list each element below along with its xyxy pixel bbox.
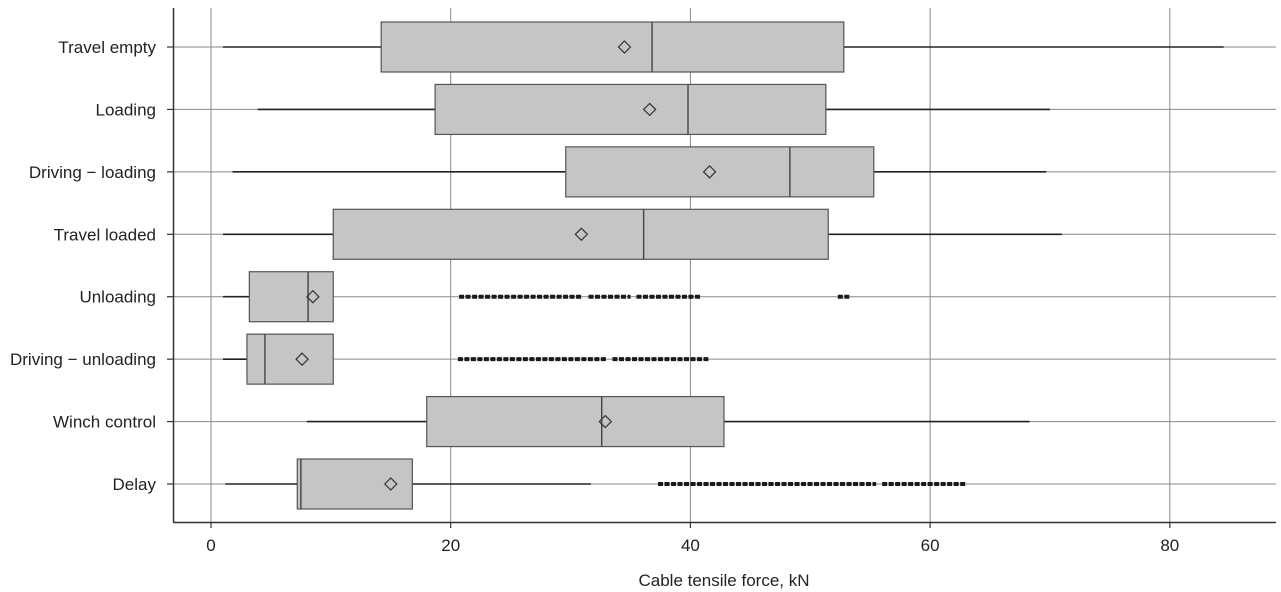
x-tick-label: 0: [206, 536, 215, 555]
iqr-box: [434, 83, 827, 136]
mean-marker: [702, 165, 717, 179]
box-group: [257, 83, 1050, 136]
category-label: Driving − unloading: [10, 350, 156, 369]
iqr-box: [248, 271, 334, 323]
x-tick-label: 20: [441, 536, 460, 555]
box-group: [222, 208, 1062, 260]
iqr-box: [426, 395, 725, 448]
category-label: Loading: [95, 100, 156, 119]
iqr-box: [296, 458, 413, 510]
iqr-box: [380, 21, 845, 73]
iqr-box: [332, 208, 829, 260]
category-label: Travel loaded: [54, 225, 156, 244]
category-labels: Travel empty Loading Driving − loading Trav…: [10, 38, 173, 494]
mean-marker: [617, 40, 632, 54]
box-series: [222, 21, 1224, 510]
mean-marker: [295, 352, 309, 366]
category-label: Delay: [113, 475, 157, 494]
x-tick-label: 40: [681, 536, 700, 555]
box-group: [222, 271, 850, 323]
category-label: Unloading: [79, 288, 156, 307]
iqr-box: [246, 333, 334, 385]
box-group: [222, 333, 709, 385]
mean-marker: [383, 477, 398, 491]
box-group: [232, 146, 1047, 198]
category-label: Driving − loading: [29, 163, 156, 182]
mean-marker: [642, 102, 657, 117]
iqr-box: [565, 146, 875, 198]
axes: [172, 8, 1276, 524]
x-axis-title: Cable tensile force, kN: [638, 571, 809, 590]
x-tick-label: 80: [1160, 536, 1179, 555]
box-group: [225, 458, 967, 510]
box-group: [306, 395, 1030, 448]
mean-marker: [598, 414, 613, 429]
x-tick-labels: 0 20 40 60 80: [206, 522, 1179, 555]
category-label: Travel empty: [58, 38, 156, 57]
category-label: Winch control: [53, 413, 156, 432]
box-group: [222, 21, 1224, 73]
mean-marker: [306, 289, 320, 304]
x-tick-label: 60: [921, 536, 940, 555]
mean-marker: [574, 227, 589, 242]
